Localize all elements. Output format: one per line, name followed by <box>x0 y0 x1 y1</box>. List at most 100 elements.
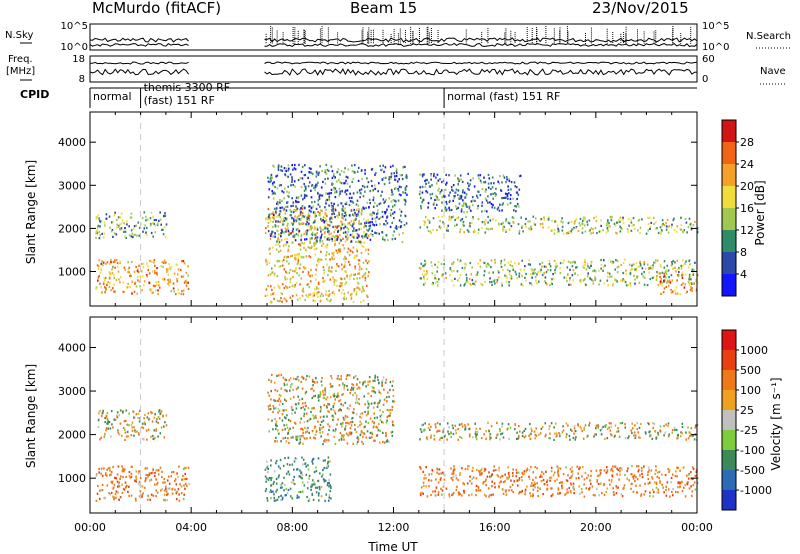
echo-cell <box>304 164 306 167</box>
echo-cell <box>497 475 500 478</box>
echo-cell <box>383 441 386 444</box>
echo-cell <box>355 293 358 296</box>
echo-cell <box>479 489 482 492</box>
echo-cell <box>616 232 618 235</box>
echo-cell <box>298 243 300 246</box>
echo-cell <box>562 429 565 432</box>
echo-cell <box>317 494 320 497</box>
echo-cell <box>512 197 514 200</box>
echo-cell <box>129 476 132 479</box>
echo-cell <box>303 246 305 249</box>
echo-cell <box>352 383 354 386</box>
echo-cell <box>266 263 268 266</box>
echo-cell <box>294 268 297 271</box>
echo-cell <box>311 274 313 277</box>
echo-cell <box>480 282 482 285</box>
echo-cell <box>528 259 530 262</box>
echo-cell <box>666 218 669 221</box>
echo-cell <box>637 431 639 434</box>
echo-cell <box>391 221 393 224</box>
echo-cell <box>379 165 381 168</box>
echo-cell <box>653 261 655 264</box>
echo-cell <box>495 193 497 196</box>
echo-cell <box>324 499 326 502</box>
echo-cell <box>340 170 343 173</box>
echo-cell <box>346 421 349 424</box>
echo-cell <box>616 280 618 283</box>
echo-cell <box>119 477 121 480</box>
echo-cell <box>298 267 301 270</box>
echo-cell <box>111 482 113 485</box>
echo-cell <box>128 471 131 474</box>
echo-cell <box>621 495 624 498</box>
echo-cell <box>475 494 477 497</box>
echo-cell <box>147 412 150 415</box>
echo-cell <box>377 379 379 382</box>
echo-cell <box>433 202 436 205</box>
echo-cell <box>426 218 429 221</box>
echo-cell <box>430 261 433 264</box>
echo-cell <box>382 410 384 414</box>
echo-cell <box>530 429 533 432</box>
echo-cell <box>334 209 337 212</box>
echo-cell <box>367 406 369 409</box>
echo-cell <box>291 229 294 232</box>
echo-cell <box>304 185 306 188</box>
echo-cell <box>467 172 469 175</box>
echo-cell <box>315 286 318 289</box>
echo-cell <box>462 204 465 207</box>
echo-cell <box>183 484 185 487</box>
nsky-tick-low: 10^0 <box>61 42 88 53</box>
echo-cell <box>659 425 662 428</box>
echo-cell <box>271 193 274 196</box>
echo-cell <box>121 465 123 468</box>
echo-cell <box>440 487 442 490</box>
echo-cell <box>130 494 133 497</box>
echo-cell <box>267 196 270 199</box>
echo-cell <box>466 482 469 485</box>
echo-cell <box>341 425 343 428</box>
echo-cell <box>631 475 634 478</box>
echo-cell <box>151 270 154 273</box>
echo-cell <box>448 216 451 219</box>
echo-cell <box>630 269 632 272</box>
echo-cell <box>176 280 179 283</box>
echo-cell <box>285 399 287 403</box>
echo-cell <box>344 225 347 228</box>
echo-cell <box>485 484 487 487</box>
echo-cell <box>118 498 120 501</box>
echo-cell <box>373 439 375 442</box>
echo-cell <box>601 492 603 495</box>
echo-cell <box>470 273 473 276</box>
echo-cell <box>291 408 294 411</box>
echo-cell <box>307 296 309 299</box>
colorbar-tick-label: 8 <box>740 246 747 259</box>
echo-cell <box>510 181 513 184</box>
echo-cell <box>291 497 294 500</box>
echo-cell <box>543 218 546 221</box>
echo-cell <box>133 416 135 419</box>
echo-cell <box>323 440 325 443</box>
echo-cell <box>449 199 451 202</box>
echo-cell <box>566 479 569 482</box>
echo-cell <box>556 492 559 495</box>
echo-cell <box>515 471 518 474</box>
echo-cell <box>301 177 304 180</box>
echo-cell <box>99 409 101 413</box>
echo-cell <box>364 425 366 428</box>
echo-cell <box>586 220 588 223</box>
echo-cell <box>264 294 267 297</box>
echo-cell <box>319 416 322 419</box>
echo-cell <box>668 279 671 282</box>
echo-cell <box>554 432 556 435</box>
echo-cell <box>302 428 304 431</box>
echo-cell <box>276 201 279 204</box>
echo-cell <box>277 399 279 402</box>
echo-cell <box>667 422 670 425</box>
echo-cell <box>301 397 304 400</box>
echo-cell <box>283 286 286 290</box>
echo-cell <box>176 273 179 276</box>
echo-cell <box>404 203 406 206</box>
echo-cell <box>336 394 339 397</box>
echo-cell <box>684 283 686 286</box>
